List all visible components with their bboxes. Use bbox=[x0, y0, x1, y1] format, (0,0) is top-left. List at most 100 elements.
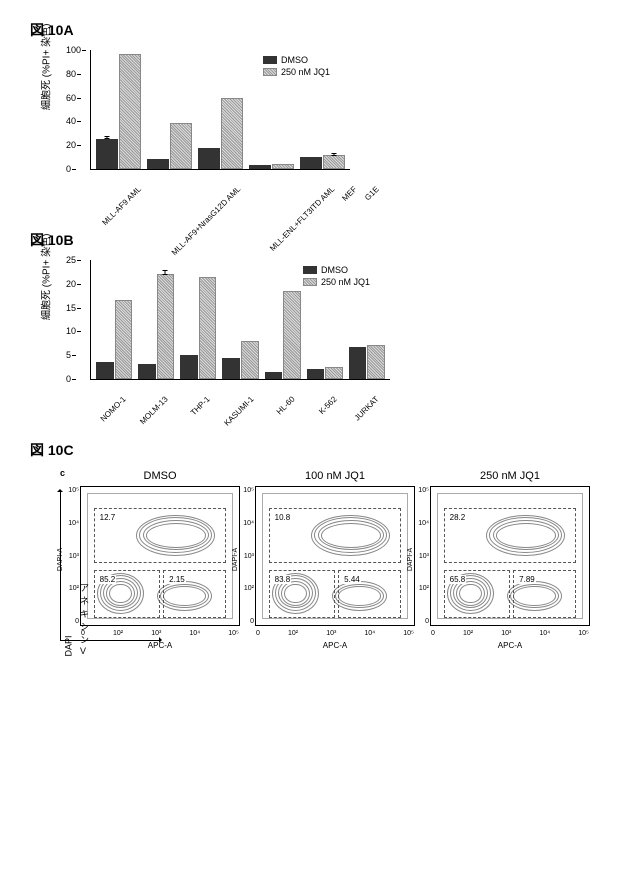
bar-jq1 bbox=[325, 367, 343, 379]
axis-x bbox=[60, 640, 160, 641]
chart-b-ylabel: 細胞死 (%PI+ 染色) bbox=[38, 234, 53, 320]
bar-jq1 bbox=[367, 345, 385, 379]
flow-ytick: 10⁴ bbox=[238, 520, 254, 527]
flow-xtick: 10⁴ bbox=[364, 630, 375, 637]
bar-group bbox=[96, 260, 132, 379]
flow-ytick: 10⁴ bbox=[413, 520, 429, 527]
bar-jq1 bbox=[115, 300, 133, 379]
flow-yticks: 10⁵10⁴10³10²0 bbox=[63, 487, 79, 625]
bar-jq1 bbox=[241, 341, 259, 379]
y-tick: 20 bbox=[66, 140, 76, 150]
y-tick: 80 bbox=[66, 69, 76, 79]
x-labels: NOMO-1MOLM-13THP-1KASUMI-1HL-60K-562JURK… bbox=[91, 379, 390, 393]
flow-yticks: 10⁵10⁴10³10²0 bbox=[238, 487, 254, 625]
x-label: MOLM-13 bbox=[138, 395, 170, 427]
y-tick: 100 bbox=[66, 45, 81, 55]
flow-ytick: 10³ bbox=[238, 553, 254, 560]
flow-ytick: 10³ bbox=[413, 553, 429, 560]
bar-dmso bbox=[307, 369, 325, 379]
chart-b-ylabel-text: 細胞死 (%PI+ 染色) bbox=[42, 234, 53, 320]
y-tick: 25 bbox=[66, 255, 76, 265]
flow-xtick: 10⁵ bbox=[403, 630, 414, 637]
bar-dmso bbox=[349, 347, 367, 379]
panel-b-title: 図 10B bbox=[30, 230, 610, 250]
x-labels: MLL-AF9 AMLMLL-AF9+NrasG12D AMLMLL-ENL+F… bbox=[91, 169, 350, 183]
bar-group bbox=[222, 260, 258, 379]
panel-c: 図 10C c DMSO12.785.22.1510⁵10⁴10³10²0DAP… bbox=[30, 440, 610, 626]
y-tick: 40 bbox=[66, 116, 76, 126]
y-tick: 10 bbox=[66, 326, 76, 336]
flow-ytick: 10⁵ bbox=[413, 487, 429, 494]
bar-jq1 bbox=[119, 54, 141, 169]
bar-group bbox=[96, 50, 141, 169]
flow-xtick: 10³ bbox=[151, 630, 161, 637]
bar-dmso bbox=[198, 148, 220, 169]
flow-ylabel: DAPI-A bbox=[232, 548, 239, 571]
flow-yticks: 10⁵10⁴10³10²0 bbox=[413, 487, 429, 625]
bar-group bbox=[198, 50, 243, 169]
flow-xtick: 10⁵ bbox=[578, 630, 589, 637]
x-label: NOMO-1 bbox=[96, 395, 128, 427]
flow-ytick: 10³ bbox=[63, 553, 79, 560]
x-label: JURKAT bbox=[349, 395, 381, 427]
y-tick: 0 bbox=[66, 374, 71, 384]
y-tick: 0 bbox=[66, 164, 71, 174]
axis-x-label: アネキシン V bbox=[80, 581, 89, 656]
bar-dmso bbox=[265, 372, 283, 379]
flow-xticks: 010²10³10⁴10⁵ bbox=[256, 630, 414, 637]
gate-outer bbox=[87, 493, 232, 620]
flow-xtick: 0 bbox=[256, 630, 260, 637]
flow-xtick: 10⁴ bbox=[189, 630, 200, 637]
bar-group bbox=[138, 260, 174, 379]
bar-jq1 bbox=[199, 277, 217, 379]
bar-group bbox=[307, 260, 343, 379]
flow-xtick: 10² bbox=[113, 630, 123, 637]
panel-c-letter: c bbox=[60, 468, 65, 478]
panel-a: 図 10A 細胞死 (%PI+ 染色) DMSO 250 nM JQ1 0204… bbox=[30, 20, 610, 170]
bar-dmso bbox=[96, 139, 118, 169]
bar-group bbox=[265, 260, 301, 379]
chart-a-wrap: 細胞死 (%PI+ 染色) DMSO 250 nM JQ1 0204060801… bbox=[50, 50, 610, 170]
chart-b-wrap: 細胞死 (%PI+ 染色) DMSO 250 nM JQ1 0510152025… bbox=[50, 260, 610, 380]
x-label: G1E bbox=[363, 185, 381, 203]
flow-ytick: 10⁵ bbox=[63, 487, 79, 494]
bar-jq1 bbox=[157, 274, 175, 379]
x-label: MLL-AF9 AML bbox=[100, 185, 143, 228]
bar-group bbox=[349, 260, 385, 379]
flow-plot-title: 250 nM JQ1 bbox=[430, 470, 590, 482]
bar-group bbox=[300, 50, 345, 169]
flow-plot-title: 100 nM JQ1 bbox=[255, 470, 415, 482]
bar-dmso bbox=[138, 364, 156, 379]
x-label: K-562 bbox=[307, 395, 339, 427]
flow-xticks: 010²10³10⁴10⁵ bbox=[81, 630, 239, 637]
flow-xtick: 10³ bbox=[326, 630, 336, 637]
flow-panel: DMSO12.785.22.1510⁵10⁴10³10²0DAPI-A010²1… bbox=[80, 470, 610, 626]
bars-container bbox=[91, 50, 350, 169]
flow-ytick: 10⁴ bbox=[63, 520, 79, 527]
flow-xtick: 10² bbox=[463, 630, 473, 637]
flow-box: 10.883.85.4410⁵10⁴10³10²0DAPI-A010²10³10… bbox=[255, 486, 415, 626]
y-tick: 60 bbox=[66, 93, 76, 103]
panel-a-title: 図 10A bbox=[30, 20, 610, 40]
bar-dmso bbox=[222, 358, 240, 379]
flow-ytick: 10² bbox=[238, 585, 254, 592]
flow-plot-title: DMSO bbox=[80, 470, 240, 482]
x-label: KASUMI-1 bbox=[222, 395, 255, 428]
bar-jq1 bbox=[221, 98, 243, 169]
flow-xtick: 10⁵ bbox=[228, 630, 239, 637]
flow-xlabel: APC-A bbox=[431, 641, 589, 650]
bar-dmso bbox=[180, 355, 198, 379]
gate-outer bbox=[437, 493, 582, 620]
axis-y bbox=[60, 491, 61, 641]
bar-jq1 bbox=[283, 291, 301, 379]
flow-ytick: 10⁵ bbox=[238, 487, 254, 494]
chart-b: DMSO 250 nM JQ1 0510152025NOMO-1MOLM-13T… bbox=[90, 260, 390, 380]
flow-xtick: 0 bbox=[431, 630, 435, 637]
flow-box: 28.265.87.8910⁵10⁴10³10²0DAPI-A010²10³10… bbox=[430, 486, 590, 626]
bar-dmso bbox=[300, 157, 322, 169]
panel-b: 図 10B 細胞死 (%PI+ 染色) DMSO 250 nM JQ1 0510… bbox=[30, 230, 610, 380]
gate-outer bbox=[262, 493, 407, 620]
chart-a-ylabel-text: 細胞死 (%PI+ 染色) bbox=[42, 24, 53, 110]
y-tick: 15 bbox=[66, 303, 76, 313]
flow-plot: 250 nM JQ1 28.265.87.8910⁵10⁴10³10²0DAPI-… bbox=[430, 470, 590, 626]
